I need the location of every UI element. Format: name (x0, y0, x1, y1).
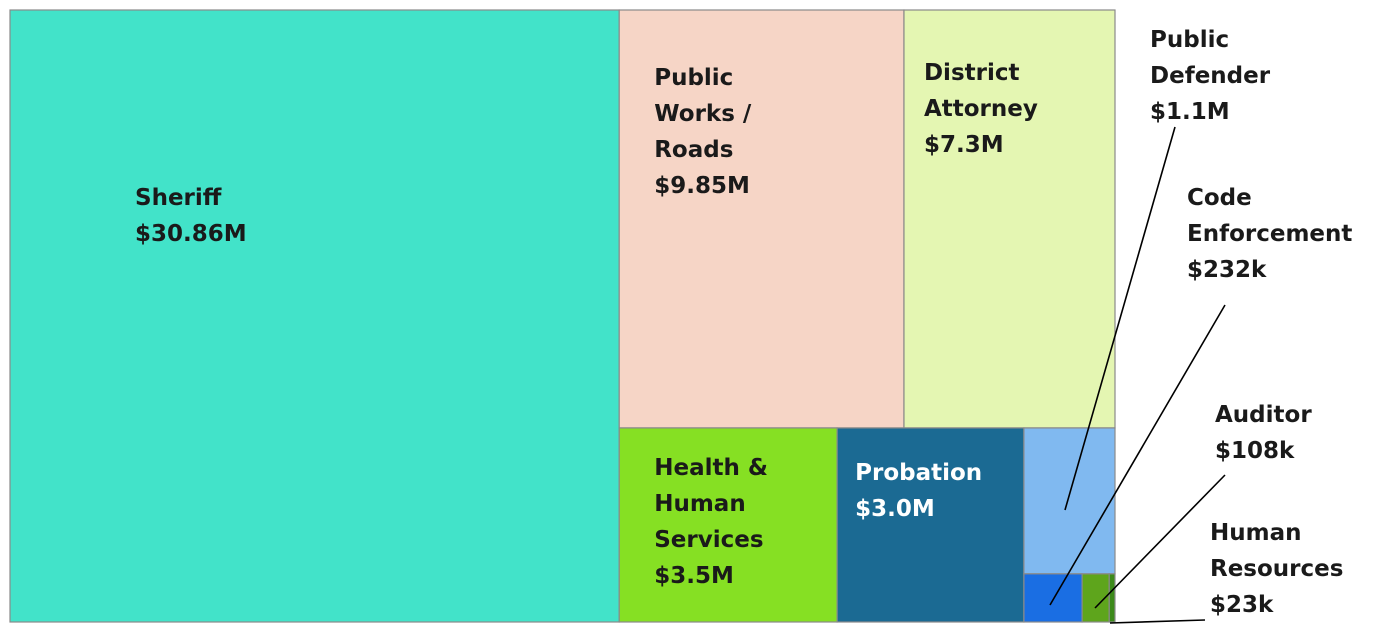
leader-line (1094, 474, 1226, 609)
tile (836, 427, 1025, 623)
tile (618, 427, 838, 623)
tile-label: Human Resources $23k (1210, 515, 1370, 623)
tile-label: Auditor $108k (1215, 397, 1375, 469)
tile (618, 9, 905, 429)
tile (1023, 573, 1083, 623)
category-name: Auditor (1215, 402, 1312, 428)
tile-label: Code Enforcement $232k (1187, 180, 1387, 288)
leader-line (1049, 304, 1226, 606)
category-name: Public Works / Roads (654, 65, 752, 163)
category-name: Sheriff (135, 185, 222, 211)
tile-label: District Attorney $7.3M (924, 55, 1064, 163)
category-name: Probation (855, 460, 983, 486)
tile (903, 9, 1116, 429)
category-name: District Attorney (923, 60, 1038, 122)
tile-label: Public Defender $1.1M (1150, 22, 1310, 130)
category-name: Code Enforcement (1187, 185, 1353, 247)
tile (1108, 573, 1116, 623)
tile-label: Public Works / Roads $9.85M (654, 60, 784, 204)
category-name: Health & Human Services (654, 455, 768, 553)
leader-line (1109, 619, 1206, 624)
tile-label: Probation $3.0M (855, 455, 1035, 527)
value-label: $3.5M (654, 563, 734, 589)
tile-label: Health & Human Services $3.5M (654, 450, 804, 594)
value-label: $108k (1215, 438, 1295, 464)
tile (1023, 427, 1116, 575)
value-label: $9.85M (654, 173, 750, 199)
tile-label: Sheriff $30.86M (135, 180, 395, 252)
leader-line (1064, 126, 1176, 511)
value-label: $3.0M (855, 496, 935, 522)
category-name: Public Defender (1150, 27, 1271, 89)
value-label: $1.1M (1150, 99, 1230, 125)
tile (9, 9, 620, 623)
value-label: $232k (1187, 257, 1267, 283)
category-name: Human Resources (1210, 520, 1344, 582)
value-label: $30.86M (135, 221, 247, 247)
value-label: $23k (1210, 592, 1274, 618)
value-label: $7.3M (923, 132, 1004, 158)
